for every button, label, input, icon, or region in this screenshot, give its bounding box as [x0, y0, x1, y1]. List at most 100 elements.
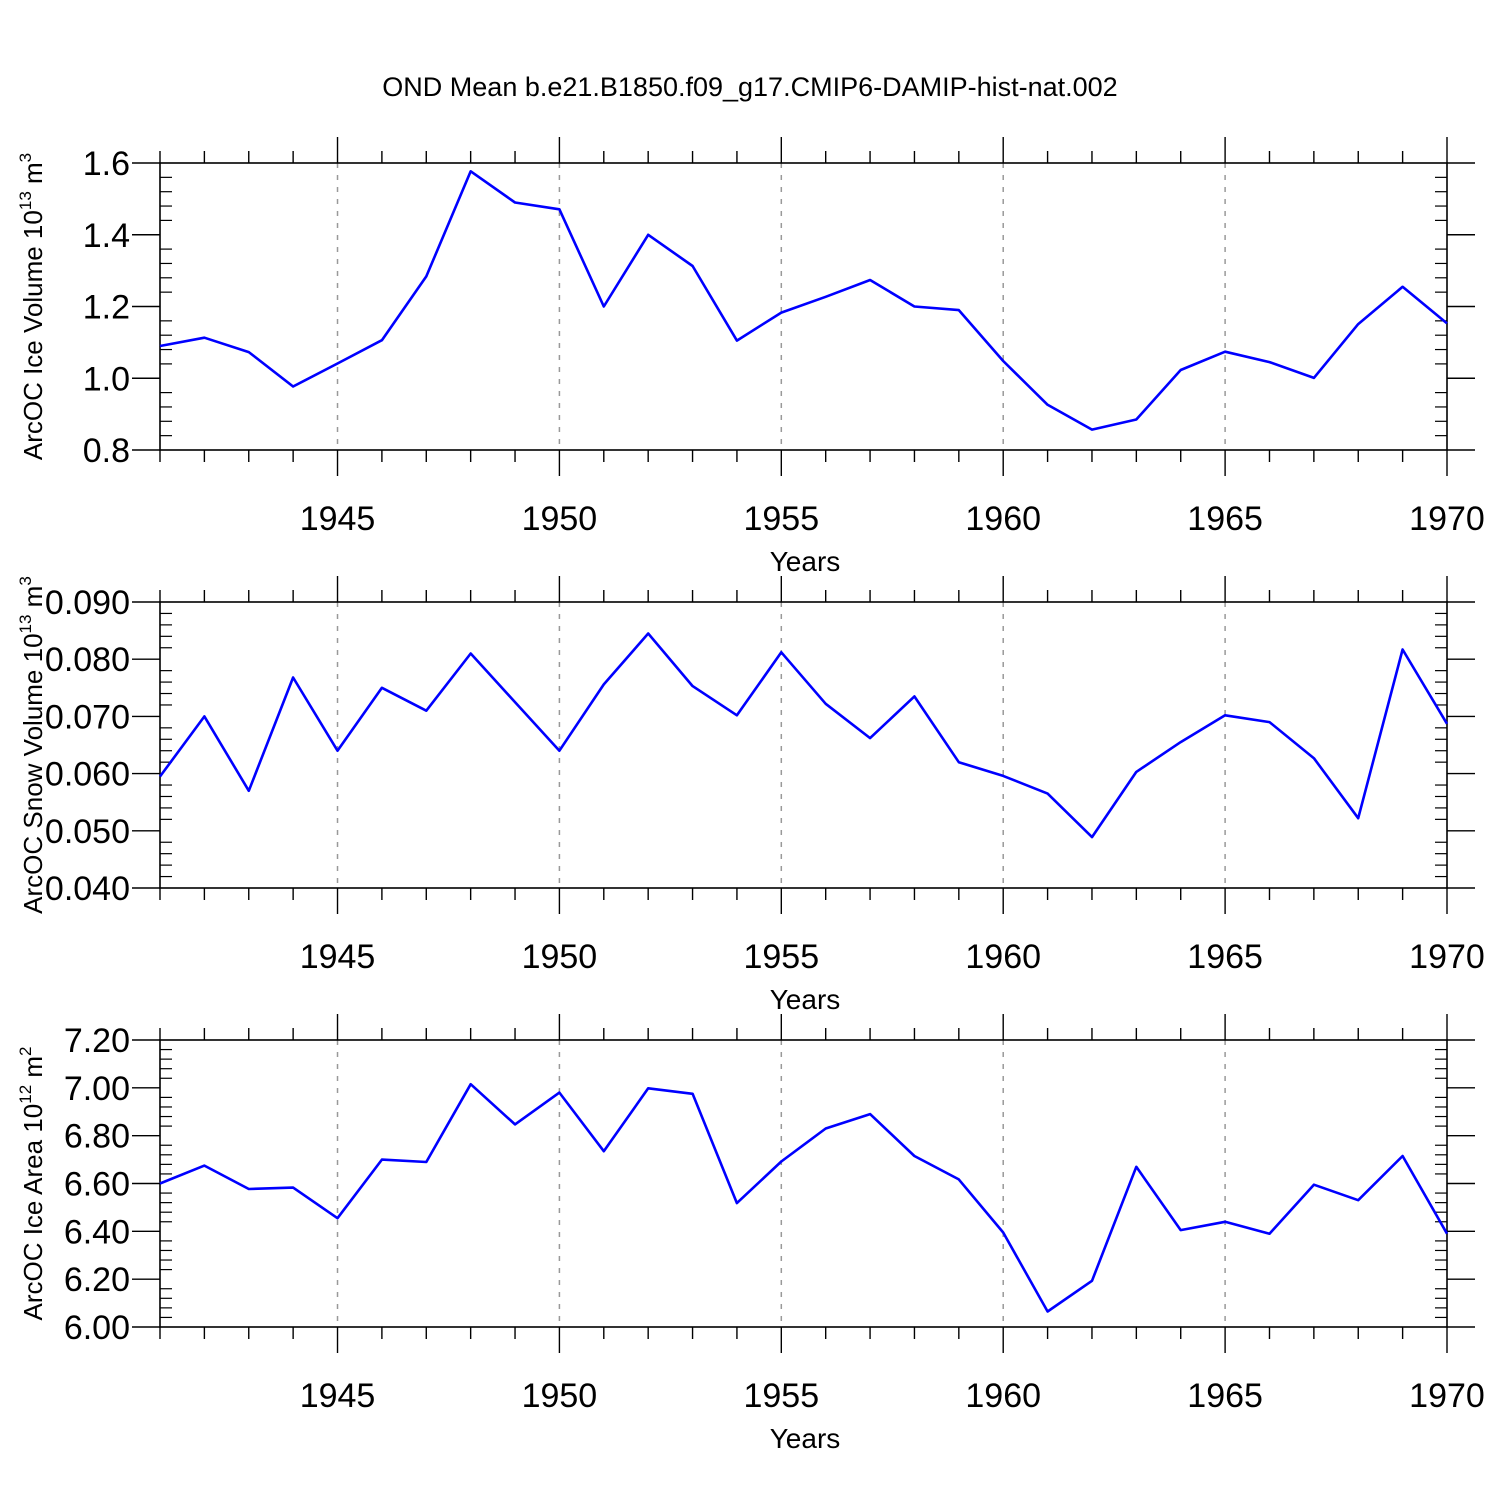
x-tick-label: 1960 [965, 500, 1041, 538]
x-tick-label: 1965 [1187, 1377, 1263, 1415]
data-point [424, 274, 428, 278]
data-point [1401, 285, 1405, 289]
data-point [1090, 835, 1094, 839]
x-tick-label: 1970 [1409, 938, 1485, 976]
data-point [691, 264, 695, 268]
data-point [779, 1159, 783, 1163]
data-point [824, 295, 828, 299]
x-axis-title: Years [770, 1423, 841, 1454]
y-tick-label: 1.6 [83, 145, 130, 183]
series-line [158, 632, 1449, 839]
data-point [602, 1149, 606, 1153]
data-point [1179, 1228, 1183, 1232]
y-axis-title: ArcOC Ice Volume 1013 m3 [16, 153, 48, 460]
data-point [779, 311, 783, 315]
data-point [1312, 756, 1316, 760]
data-point [291, 676, 295, 680]
y-tick-label: 6.20 [64, 1261, 130, 1299]
y-tick-label: 0.8 [83, 432, 130, 470]
data-point [1179, 740, 1183, 744]
data-point [646, 1086, 650, 1090]
data-point [957, 1177, 961, 1181]
chart-title: OND Mean b.e21.B1850.f09_g17.CMIP6-DAMIP… [382, 72, 1117, 102]
x-tick-label: 1950 [522, 938, 598, 976]
y-axis-title: ArcOC Snow Volume 1013 m3 [16, 576, 48, 914]
data-point [291, 385, 295, 389]
data-point [1356, 816, 1360, 820]
data-point [557, 1091, 561, 1095]
data-point [691, 684, 695, 688]
data-point [1312, 1183, 1316, 1187]
data-point [380, 1158, 384, 1162]
data-point [691, 1092, 695, 1096]
data-point [868, 1112, 872, 1116]
data-point [247, 1187, 251, 1191]
data-point [735, 713, 739, 717]
data-point [557, 207, 561, 211]
panel-3: 6.00 6.20 6.40 6.60 6.80 7.00 7.20 1945 1950 1955… [16, 1014, 1485, 1454]
data-point [1223, 713, 1227, 717]
y-tick-label: 7.20 [64, 1022, 130, 1060]
series-line [159, 170, 1448, 431]
data-point [602, 682, 606, 686]
data-point [1267, 1232, 1271, 1236]
data-point [1090, 1279, 1094, 1283]
data-point [1090, 428, 1094, 432]
data-point [1134, 770, 1138, 774]
x-tick-label: 1945 [300, 1377, 376, 1415]
x-tick-label: 1945 [300, 938, 376, 976]
x-axis-title: Years [770, 984, 841, 1015]
data-point [1001, 359, 1005, 363]
data-point [513, 700, 517, 704]
data-point [380, 338, 384, 342]
y-tick-label: 6.80 [64, 1118, 130, 1156]
data-point [1312, 376, 1316, 380]
data-point [202, 336, 206, 340]
data-point [158, 774, 162, 778]
plot-frame [159, 601, 1448, 889]
data-point [957, 308, 961, 312]
data-point [646, 631, 650, 635]
x-tick-label: 1960 [965, 938, 1041, 976]
data-point [557, 749, 561, 753]
y-tick-label: 1.4 [83, 217, 130, 255]
y-tick-label: 6.40 [64, 1213, 130, 1251]
data-point [1179, 368, 1183, 372]
x-tick-label: 1970 [1409, 500, 1485, 538]
data-point [380, 686, 384, 690]
plot-frame [159, 1039, 1448, 1328]
data-point [1267, 360, 1271, 364]
x-tick-label: 1945 [300, 500, 376, 538]
y-tick-label: 6.60 [64, 1166, 130, 1204]
y-tick-label: 0.060 [45, 756, 130, 794]
data-point [1046, 403, 1050, 407]
y-tick-label: 0.070 [45, 698, 130, 736]
panels: 0.8 1.0 1.2 1.4 1.6 1945 1950 1955 1960 1965 1970 Y… [16, 137, 1485, 1454]
x-tick-label: 1970 [1409, 1377, 1485, 1415]
x-tick-label: 1955 [743, 500, 819, 538]
y-tick-label: 0.090 [45, 584, 130, 622]
y-tick-label: 1.0 [83, 360, 130, 398]
x-tick-label: 1965 [1187, 938, 1263, 976]
y-tick-label: 1.2 [83, 289, 130, 327]
data-point [513, 1122, 517, 1126]
data-point [513, 200, 517, 204]
data-point [336, 749, 340, 753]
x-tick-label: 1950 [522, 500, 598, 538]
y-tick-label: 6.00 [64, 1309, 130, 1347]
data-point [158, 344, 162, 348]
data-point [1356, 322, 1360, 326]
data-point [912, 305, 916, 309]
data-point [735, 339, 739, 343]
data-point [1001, 774, 1005, 778]
data-point [336, 362, 340, 366]
data-point [868, 736, 872, 740]
x-tick-label: 1955 [743, 1377, 819, 1415]
data-point [202, 714, 206, 718]
y-tick-label: 0.080 [45, 641, 130, 679]
x-tick-label: 1950 [522, 1377, 598, 1415]
data-point [247, 789, 251, 793]
data-point [646, 233, 650, 237]
panel-2: 0.040 0.050 0.060 0.070 0.080 0.090 1945 1950 19… [16, 576, 1485, 1015]
y-tick-label: 0.040 [45, 870, 130, 908]
